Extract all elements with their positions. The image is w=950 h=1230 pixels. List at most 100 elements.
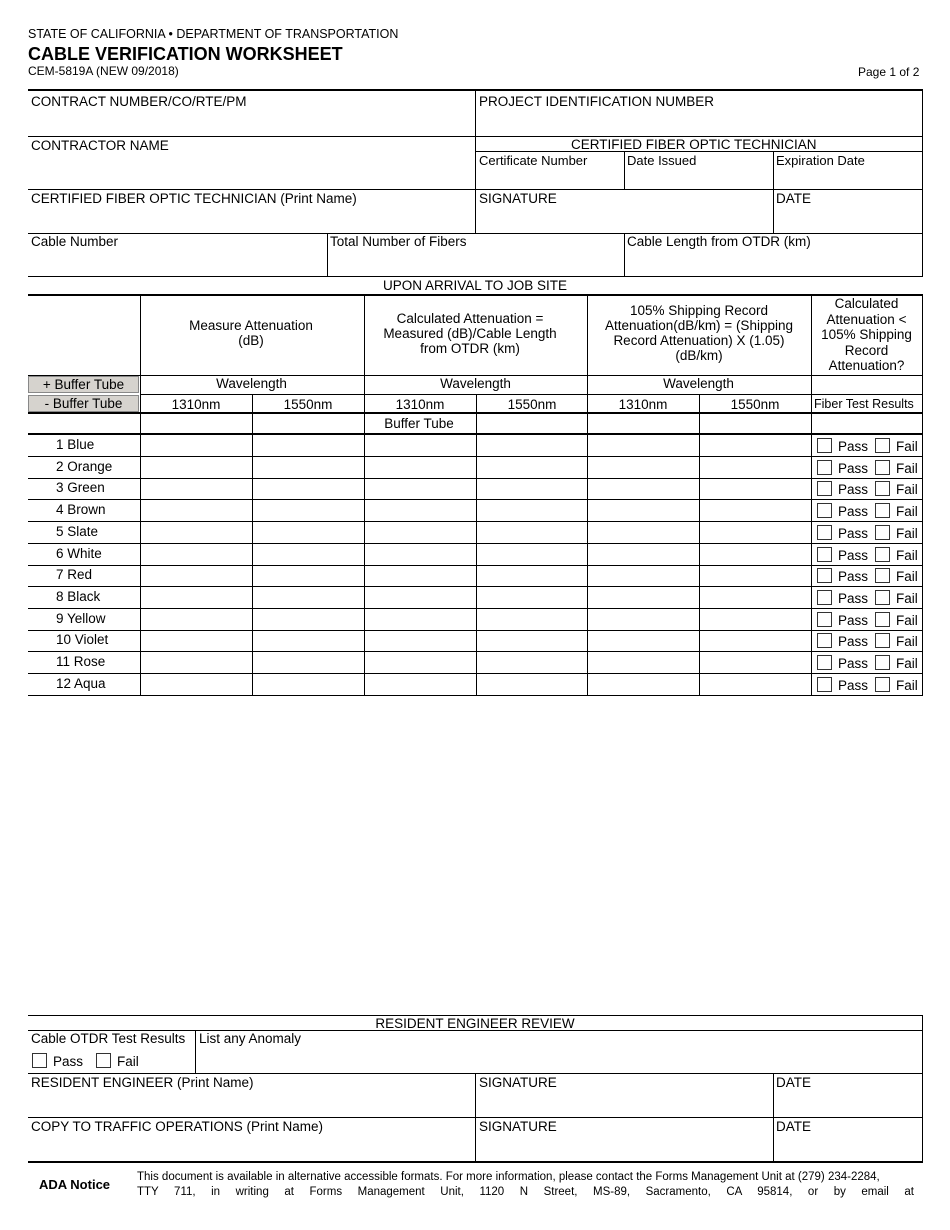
- attenuation-input[interactable]: [478, 653, 586, 672]
- fail-checkbox[interactable]: Fail: [875, 459, 918, 476]
- attenuation-input[interactable]: [142, 436, 250, 455]
- attenuation-input[interactable]: [254, 588, 362, 607]
- attenuation-input[interactable]: [478, 458, 586, 477]
- attenuation-input[interactable]: [478, 523, 586, 542]
- attenuation-input[interactable]: [589, 545, 697, 564]
- attenuation-input[interactable]: [366, 588, 474, 607]
- attenuation-input[interactable]: [142, 501, 250, 520]
- attenuation-input[interactable]: [701, 436, 809, 455]
- attenuation-input[interactable]: [366, 436, 474, 455]
- fail-checkbox[interactable]: Fail: [875, 438, 918, 454]
- add-buffer-tube-button[interactable]: + Buffer Tube: [28, 376, 139, 393]
- attenuation-input[interactable]: [254, 523, 362, 542]
- attenuation-input[interactable]: [589, 610, 697, 629]
- attenuation-input[interactable]: [701, 588, 809, 607]
- attenuation-input[interactable]: [589, 458, 697, 477]
- pass-checkbox[interactable]: Pass: [817, 655, 868, 671]
- attenuation-input[interactable]: [142, 523, 250, 542]
- pass-checkbox[interactable]: Pass: [817, 611, 868, 628]
- attenuation-input[interactable]: [701, 566, 809, 585]
- attenuation-input[interactable]: [142, 545, 250, 564]
- attenuation-input[interactable]: [366, 675, 474, 694]
- fail-checkbox[interactable]: Fail: [875, 611, 918, 628]
- attenuation-input[interactable]: [142, 610, 250, 629]
- attenuation-input[interactable]: [254, 436, 362, 455]
- attenuation-input[interactable]: [478, 675, 586, 694]
- attenuation-input[interactable]: [589, 501, 697, 520]
- attenuation-input[interactable]: [254, 631, 362, 650]
- attenuation-input[interactable]: [254, 545, 362, 564]
- attenuation-input[interactable]: [589, 479, 697, 498]
- attenuation-input[interactable]: [701, 479, 809, 498]
- attenuation-input[interactable]: [254, 566, 362, 585]
- attenuation-input[interactable]: [701, 523, 809, 542]
- fail-checkbox[interactable]: Fail: [875, 568, 918, 584]
- attenuation-input[interactable]: [366, 523, 474, 542]
- attenuation-input[interactable]: [478, 436, 586, 455]
- attenuation-input[interactable]: [142, 479, 250, 498]
- pass-checkbox[interactable]: Pass: [817, 676, 868, 693]
- attenuation-input[interactable]: [254, 501, 362, 520]
- attenuation-input[interactable]: [478, 566, 586, 585]
- attenuation-input[interactable]: [366, 653, 474, 672]
- attenuation-input[interactable]: [366, 479, 474, 498]
- attenuation-input[interactable]: [701, 675, 809, 694]
- fail-checkbox[interactable]: Fail: [875, 546, 918, 563]
- remove-buffer-tube-button[interactable]: - Buffer Tube: [28, 395, 139, 412]
- attenuation-input[interactable]: [366, 631, 474, 650]
- pass-checkbox[interactable]: Pass: [817, 524, 868, 541]
- attenuation-input[interactable]: [701, 545, 809, 564]
- attenuation-input[interactable]: [254, 458, 362, 477]
- attenuation-input[interactable]: [254, 610, 362, 629]
- pass-checkbox[interactable]: Pass: [817, 546, 868, 563]
- attenuation-input[interactable]: [478, 610, 586, 629]
- attenuation-input[interactable]: [589, 631, 697, 650]
- attenuation-input[interactable]: [701, 631, 809, 650]
- attenuation-input[interactable]: [478, 631, 586, 650]
- attenuation-input[interactable]: [142, 631, 250, 650]
- attenuation-input[interactable]: [478, 501, 586, 520]
- attenuation-input[interactable]: [142, 588, 250, 607]
- attenuation-input[interactable]: [254, 653, 362, 672]
- attenuation-input[interactable]: [366, 545, 474, 564]
- fail-checkbox[interactable]: Fail: [875, 633, 918, 649]
- attenuation-input[interactable]: [589, 653, 697, 672]
- fail-checkbox[interactable]: Fail: [875, 676, 918, 693]
- attenuation-input[interactable]: [478, 588, 586, 607]
- attenuation-input[interactable]: [366, 458, 474, 477]
- fail-checkbox[interactable]: Fail: [875, 589, 918, 606]
- pass-checkbox[interactable]: Pass: [817, 438, 868, 454]
- otdr-pass-checkbox[interactable]: Pass: [32, 1053, 83, 1069]
- fail-checkbox[interactable]: Fail: [875, 503, 918, 519]
- attenuation-input[interactable]: [589, 566, 697, 585]
- otdr-fail-checkbox[interactable]: Fail: [96, 1053, 139, 1069]
- attenuation-input[interactable]: [589, 588, 697, 607]
- attenuation-input[interactable]: [366, 566, 474, 585]
- attenuation-input[interactable]: [142, 458, 250, 477]
- attenuation-input[interactable]: [366, 501, 474, 520]
- fail-checkbox[interactable]: Fail: [875, 655, 918, 671]
- attenuation-input[interactable]: [589, 675, 697, 694]
- pass-checkbox[interactable]: Pass: [817, 481, 868, 497]
- pass-checkbox[interactable]: Pass: [817, 589, 868, 606]
- attenuation-input[interactable]: [254, 675, 362, 694]
- pass-checkbox[interactable]: Pass: [817, 503, 868, 519]
- fail-checkbox[interactable]: Fail: [875, 524, 918, 541]
- attenuation-input[interactable]: [366, 610, 474, 629]
- pass-checkbox[interactable]: Pass: [817, 459, 868, 476]
- attenuation-input[interactable]: [142, 675, 250, 694]
- attenuation-input[interactable]: [478, 545, 586, 564]
- pass-checkbox[interactable]: Pass: [817, 633, 868, 649]
- pass-checkbox[interactable]: Pass: [817, 568, 868, 584]
- attenuation-input[interactable]: [589, 436, 697, 455]
- attenuation-input[interactable]: [142, 566, 250, 585]
- attenuation-input[interactable]: [701, 501, 809, 520]
- attenuation-input[interactable]: [254, 479, 362, 498]
- attenuation-input[interactable]: [589, 523, 697, 542]
- attenuation-input[interactable]: [701, 458, 809, 477]
- attenuation-input[interactable]: [701, 653, 809, 672]
- attenuation-input[interactable]: [701, 610, 809, 629]
- attenuation-input[interactable]: [142, 653, 250, 672]
- fail-checkbox[interactable]: Fail: [875, 481, 918, 497]
- attenuation-input[interactable]: [478, 479, 586, 498]
